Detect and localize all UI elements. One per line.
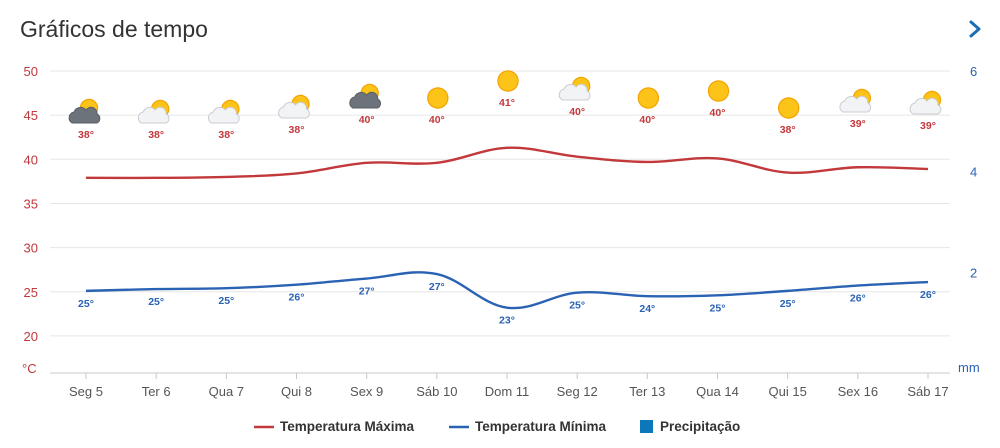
y-right-tick-label: 6	[970, 64, 977, 79]
x-tick-label: Qui 8	[281, 384, 312, 399]
series-line-max	[85, 146, 929, 180]
data-label-max: 38°	[780, 124, 796, 136]
cloud-sun-icon	[909, 90, 942, 115]
x-tick-label: Ter 13	[629, 384, 665, 399]
y-right-tick-label: 2	[970, 265, 977, 280]
legend-item-2[interactable]: Precipitação	[640, 419, 740, 434]
sun-icon	[427, 87, 449, 109]
cloud-sun-icon	[137, 99, 170, 124]
data-label-min: 26°	[289, 292, 305, 304]
y-tick-label: 20	[24, 329, 38, 344]
data-label-min: 25°	[78, 298, 94, 310]
data-label-min: 25°	[569, 300, 585, 312]
x-tick-label: Qua 14	[696, 384, 739, 399]
svg-text:Temperatura Mínima: Temperatura Mínima	[475, 419, 607, 434]
sun-icon	[637, 87, 660, 109]
data-label-max: 41°	[499, 97, 515, 109]
data-label-min: 26°	[920, 289, 936, 301]
cloud-sun-dark-icon	[349, 83, 381, 109]
x-tick-label: Qui 15	[769, 384, 807, 399]
y-tick-label: 45	[24, 108, 38, 123]
y-tick-label: 40	[24, 152, 38, 167]
data-label-min: 25°	[148, 296, 164, 308]
sun-icon	[777, 97, 800, 119]
y-right-tick-label: 4	[970, 165, 977, 180]
y-tick-label: 25	[24, 285, 38, 300]
y-tick-label: 50	[24, 64, 38, 79]
data-label-min: 27°	[359, 286, 375, 298]
data-label-min: 24°	[639, 303, 655, 315]
legend-item-0[interactable]: Temperatura Máxima	[254, 419, 415, 434]
cloud-sun-icon	[278, 94, 310, 119]
svg-text:Precipitação: Precipitação	[660, 419, 740, 434]
cloud-sun-icon	[208, 99, 240, 124]
y-right-unit: mm	[958, 360, 980, 375]
data-label-max: 38°	[78, 129, 94, 141]
legend-item-1[interactable]: Temperatura Mínima	[449, 419, 607, 434]
x-tick-label: Sex 9	[350, 384, 383, 399]
data-label-min: 23°	[499, 315, 515, 327]
series-line-min	[85, 271, 929, 310]
sun-icon	[497, 70, 519, 92]
x-tick-label: Seg 12	[557, 384, 598, 399]
y-tick-label: 35	[24, 196, 38, 211]
x-tick-label: Dom 11	[485, 384, 530, 399]
x-tick-label: Sáb 17	[907, 384, 948, 399]
legend: Temperatura Máxima Temperatura Mínima Prec…	[254, 419, 740, 434]
x-tick-label: Sex 16	[838, 384, 878, 399]
cloud-sun-icon	[558, 76, 591, 101]
data-label-max: 40°	[710, 107, 726, 119]
data-label-max: 38°	[148, 129, 164, 141]
data-label-min: 25°	[780, 298, 796, 310]
y-left-unit: °C	[22, 361, 37, 376]
chevron-right-icon[interactable]	[964, 18, 986, 40]
cloud-sun-dark-icon	[68, 98, 101, 124]
data-label-min: 26°	[850, 293, 866, 305]
page-title: Gráficos de tempo	[20, 16, 208, 42]
data-label-max: 40°	[429, 114, 445, 126]
y-tick-label: 30	[24, 241, 38, 256]
sun-icon	[707, 80, 730, 102]
data-label-max: 40°	[639, 114, 655, 126]
data-label-min: 25°	[218, 295, 234, 307]
data-label-min: 25°	[710, 302, 726, 314]
data-label-max: 39°	[920, 120, 936, 132]
x-tick-label: Qua 7	[209, 384, 244, 399]
data-label-max: 38°	[218, 129, 234, 141]
x-tick-label: Sáb 10	[416, 384, 457, 399]
x-tick-label: Ter 6	[142, 384, 171, 399]
svg-text:Temperatura Máxima: Temperatura Máxima	[280, 419, 415, 434]
data-label-max: 39°	[850, 118, 866, 130]
data-label-max: 38°	[289, 124, 305, 136]
data-label-min: 27°	[429, 281, 445, 293]
data-label-max: 40°	[359, 114, 375, 126]
x-tick-label: Seg 5	[69, 384, 103, 399]
cloud-sun-icon	[839, 88, 872, 113]
data-label-max: 40°	[569, 106, 585, 118]
